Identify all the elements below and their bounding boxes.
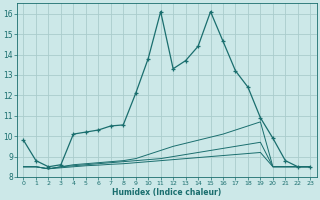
X-axis label: Humidex (Indice chaleur): Humidex (Indice chaleur) [112,188,221,197]
